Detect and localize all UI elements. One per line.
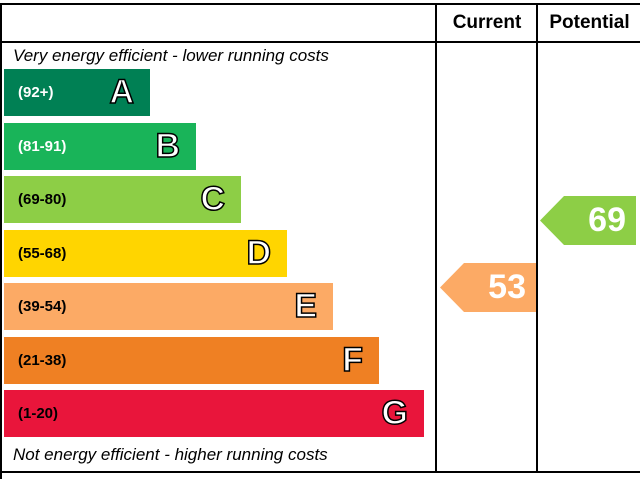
band-d: (55-68) D: [4, 230, 287, 277]
footer-divider: [0, 471, 640, 473]
band-range-label: (55-68): [18, 245, 67, 262]
current-rating-arrow: 53: [440, 263, 536, 312]
potential-arrow-shape: [540, 196, 636, 245]
band-letter: E: [294, 286, 318, 326]
frame-left-border: [0, 3, 2, 479]
potential-rating-value: 69: [588, 201, 626, 239]
band-g: (1-20) G: [4, 390, 424, 437]
band-a: (92+) A: [4, 69, 150, 116]
band-letter: D: [246, 233, 272, 273]
band-range-label: (81-91): [18, 138, 67, 155]
top-caption: Very energy efficient - lower running co…: [13, 46, 329, 65]
potential-rating-arrow: 69: [540, 196, 636, 245]
band-range-label: (39-54): [18, 298, 67, 315]
band-range-label: (92+): [18, 84, 54, 101]
potential-column-divider: [536, 3, 538, 473]
band-c: (69-80) C: [4, 176, 241, 223]
band-letter: A: [109, 72, 135, 112]
band-letter: G: [381, 393, 409, 433]
band-b: (81-91) B: [4, 123, 196, 170]
band-range-label: (21-38): [18, 352, 67, 369]
current-column-header: Current: [452, 12, 522, 33]
band-letter: B: [155, 126, 181, 166]
band-f: (21-38) F: [4, 337, 379, 384]
band-e: (39-54) E: [4, 283, 333, 330]
header-divider: [0, 41, 640, 43]
band-range-label: (1-20): [18, 405, 59, 422]
current-column-divider: [435, 3, 437, 473]
frame-top-border: [0, 3, 640, 5]
current-rating-value: 53: [488, 268, 526, 306]
epc-chart: [0, 3, 640, 479]
bottom-caption: Not energy efficient - higher running co…: [13, 445, 328, 464]
current-arrow-shape: [440, 263, 536, 312]
band-letter: C: [200, 179, 226, 219]
band-letter: F: [341, 340, 363, 380]
band-range-label: (69-80): [18, 191, 67, 208]
potential-column-header: Potential: [549, 12, 630, 33]
